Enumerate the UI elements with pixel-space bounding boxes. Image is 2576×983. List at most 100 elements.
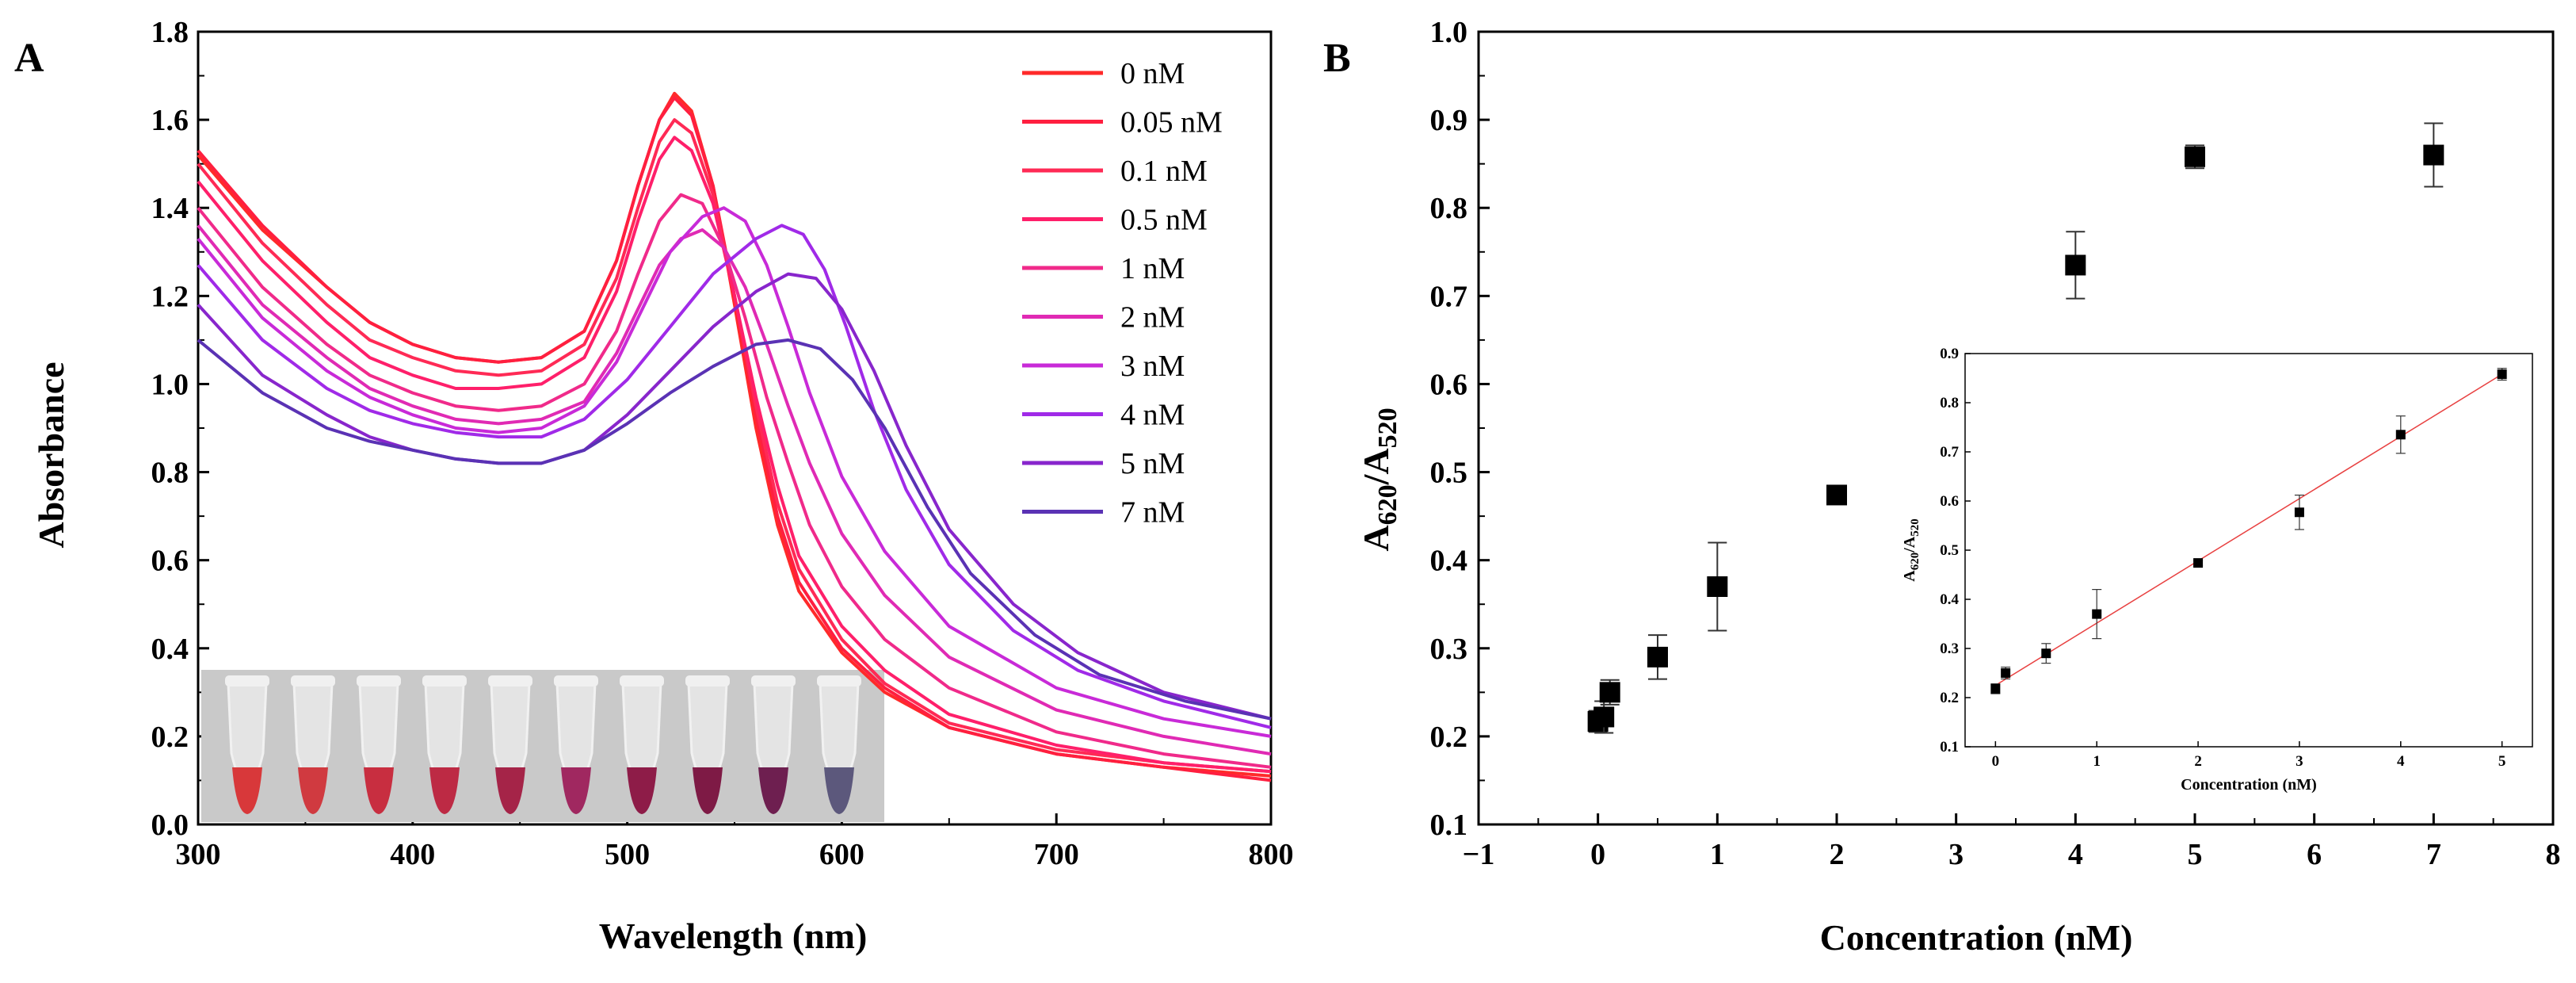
data-point [1647, 634, 1668, 680]
legend-entry: 3 nM [1120, 350, 1185, 383]
inset-x-tick-label: 4 [2397, 753, 2405, 770]
tube [751, 675, 796, 814]
y-tick-label: 0.4 [151, 633, 189, 666]
tube [554, 675, 598, 814]
square-marker [2185, 146, 2205, 167]
tube-cap [685, 675, 730, 687]
inset-data-point [1990, 683, 2001, 694]
tube-photo-inset [201, 670, 884, 822]
tube-liquid [824, 767, 854, 814]
fit-line [1994, 373, 2503, 687]
panel-a: A 300 400 500 600 700 800 0.0 0.2 0.4 0.6 0.8 1.0 1.… [14, 16, 1294, 956]
x-tick-label: 800 [1249, 838, 1294, 871]
inset-square-marker [1990, 683, 2001, 694]
spectrum-line [197, 96, 1272, 782]
data-point [2185, 144, 2205, 170]
tube-liquid [429, 767, 460, 814]
inset-x-tick-label: 2 [2194, 753, 2202, 770]
square-marker [2423, 144, 2444, 166]
inset-square-marker [2001, 668, 2011, 678]
panel-b: B −1 0 1 2 3 4 5 6 7 8 0.1 0.2 0.3 0.4 0.5 0.6 0.7 0.8 0.9… [1323, 16, 2561, 958]
tube-cap [291, 675, 335, 687]
tube-liquid [693, 767, 723, 814]
inset-data-point [2001, 666, 2011, 680]
x-tick-label: 2 [1830, 838, 1845, 871]
inset-y-tick-label: 0.1 [1940, 739, 1959, 755]
y-tick-label: 0.6 [151, 545, 189, 578]
inset-y-tick-label: 0.6 [1940, 493, 1959, 510]
legend-entry: 7 nM [1120, 496, 1185, 530]
y-tick-label: 0.4 [1430, 545, 1468, 578]
x-axis-label: Wavelength (nm) [599, 916, 868, 956]
y-tick-label: 0.6 [1430, 368, 1468, 401]
square-marker [1647, 646, 1668, 667]
square-marker [2065, 254, 2086, 276]
inset-x-tick-label: 3 [2296, 753, 2303, 770]
y-tick-label: 1.0 [1430, 16, 1468, 49]
inset-data-point [2497, 368, 2507, 381]
x-tick-label: 1 [1710, 838, 1725, 871]
tube-cap [422, 675, 467, 687]
spectrum-line [197, 136, 1272, 774]
inset-square-marker [2395, 430, 2406, 440]
x-tick-label: 500 [605, 838, 650, 871]
panel-a-label: A [14, 36, 44, 81]
x-tick-label: 7 [2426, 838, 2441, 871]
tube [817, 675, 861, 814]
data-point [2423, 122, 2444, 188]
tube [225, 675, 269, 814]
inset-y-tick-label: 0.2 [1940, 690, 1959, 706]
inset-square-marker [2092, 609, 2102, 619]
y-tick-label: 1.4 [151, 192, 189, 225]
inset-data-point [2395, 415, 2406, 454]
inset-y-axis-label: A620/A520 [1901, 518, 1922, 581]
inset-y-tick-label: 0.9 [1940, 346, 1959, 362]
y-tick-label: 0.8 [1430, 192, 1468, 225]
legend-entry: 0.1 nM [1120, 155, 1208, 188]
square-marker [1826, 484, 1847, 506]
inset-frame [1964, 353, 2533, 748]
inset-chart: 0 1 2 3 4 5 0.1 0.2 0.3 0.4 0.5 0.6 0.7 0.8 0.9 Concent… [1901, 346, 2533, 794]
inset-data-point [2041, 643, 2051, 664]
data-point [1826, 484, 1847, 506]
tube-liquid [298, 767, 328, 814]
square-marker [1599, 682, 1620, 703]
legend-entry: 4 nM [1120, 399, 1185, 432]
x-tick-label: 6 [2307, 838, 2322, 871]
tube-cap [620, 675, 664, 687]
x-tick-label: 3 [1948, 838, 1963, 871]
data-point [1593, 700, 1615, 734]
inset-square-marker [2041, 648, 2051, 659]
inset-data-point [2294, 494, 2304, 530]
y-tick-label: 0.5 [1430, 457, 1468, 490]
x-tick-label: 0 [1590, 838, 1605, 871]
spectrum-line [197, 224, 1272, 729]
tube [620, 675, 664, 814]
inset-y-tick-label: 0.7 [1940, 444, 1959, 461]
inset-data-point [2193, 558, 2204, 568]
y-tick-label: 0.9 [1430, 104, 1468, 137]
spectrum-line [197, 206, 1272, 738]
tube [685, 675, 730, 814]
inset-data-point [2092, 588, 2102, 640]
tube [488, 675, 532, 814]
y-tick-label: 0.2 [1430, 721, 1468, 754]
legend-entry: 0.5 nM [1120, 204, 1208, 237]
x-tick-label: 8 [2546, 838, 2561, 871]
x-tick-label: 300 [176, 838, 221, 871]
spectrum-line [197, 118, 1272, 774]
x-tick-label: 600 [819, 838, 864, 871]
tube-cap [554, 675, 598, 687]
data-point [1599, 679, 1620, 706]
x-axis-label: Concentration (nM) [1820, 917, 2133, 958]
y-tick-label: 0.3 [1430, 633, 1468, 666]
tube-liquid [627, 767, 657, 814]
legend-entry: 5 nM [1120, 447, 1185, 480]
tube-liquid [495, 767, 525, 814]
square-marker [1707, 576, 1728, 597]
inset-y-tick-label: 0.4 [1940, 591, 1959, 608]
y-tick-label: 0.1 [1430, 809, 1468, 842]
inset-x-tick-label: 5 [2498, 753, 2506, 770]
x-tick-label: 400 [390, 838, 435, 871]
y-tick-label: 1.2 [151, 280, 189, 313]
